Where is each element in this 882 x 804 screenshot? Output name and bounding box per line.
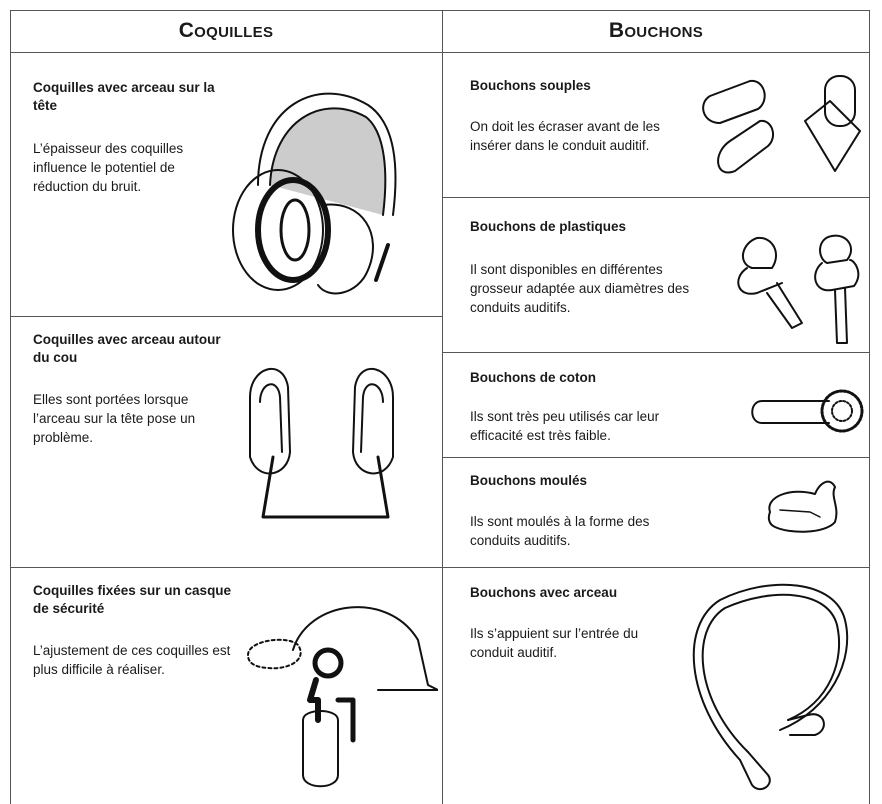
item-description: Ils sont moulés à la forme des conduits …: [470, 514, 650, 548]
item-description: L’épaisseur des coquilles influence le p…: [33, 141, 184, 194]
item-description: L’ajustement de ces coquilles est plus d…: [33, 643, 231, 677]
item-description: Il sont disponibles en différentes gross…: [470, 262, 690, 315]
item-description: On doit les écraser avant de les insérer…: [470, 119, 660, 153]
item-description: Elles sont portées lorsque l’arceau sur …: [33, 392, 196, 445]
column-header: Bouchons: [608, 19, 704, 42]
item-cell: Bouchons de coton Ils sont très peu util…: [442, 352, 870, 457]
item-title: Bouchons moulés: [470, 473, 588, 488]
earmuff-headband-illustration: [232, 92, 397, 295]
molded-plug-illustration: [767, 480, 838, 533]
item-title: Coquilles avec arceau sur la tête: [33, 80, 215, 113]
item-cell: Bouchons de plastiques Il sont disponibl…: [442, 197, 870, 352]
foam-plugs-illustration: [702, 75, 861, 174]
table-frame: [10, 10, 870, 804]
column-header: Coquilles: [178, 19, 274, 42]
item-cell: Bouchons avec arceau Ils s’appuient sur …: [442, 567, 870, 804]
cotton-plug-illustration: [751, 389, 864, 433]
item-title: Bouchons souples: [470, 78, 591, 93]
column-divider: [442, 10, 443, 804]
item-cell: Bouchons moulés Ils sont moulés à la for…: [442, 457, 870, 567]
item-title: Coquilles fixées sur un casque de sécuri…: [33, 583, 232, 616]
item-cell: Coquilles avec arceau autour du cou Elle…: [10, 316, 442, 567]
banded-plug-illustration: [692, 583, 849, 791]
plastic-plugs-illustration: [737, 234, 860, 344]
item-cell: Coquilles avec arceau sur la tête L’épai…: [10, 52, 442, 316]
helmet-earmuff-illustration: [247, 606, 438, 788]
item-description: Ils s’appuient sur l’entrée du conduit a…: [470, 626, 639, 660]
item-title: Bouchons avec arceau: [470, 585, 618, 600]
item-description: Ils sont très peu utilisés car leur effi…: [470, 409, 660, 443]
earmuff-neckband-illustration: [249, 367, 394, 519]
item-title: Bouchons de coton: [470, 370, 596, 385]
item-title: Coquilles avec arceau autour du cou: [33, 332, 221, 365]
item-cell: Bouchons souples On doit les écraser ava…: [442, 52, 870, 197]
item-cell: Coquilles fixées sur un casque de sécuri…: [10, 567, 442, 804]
item-title: Bouchons de plastiques: [470, 219, 627, 234]
